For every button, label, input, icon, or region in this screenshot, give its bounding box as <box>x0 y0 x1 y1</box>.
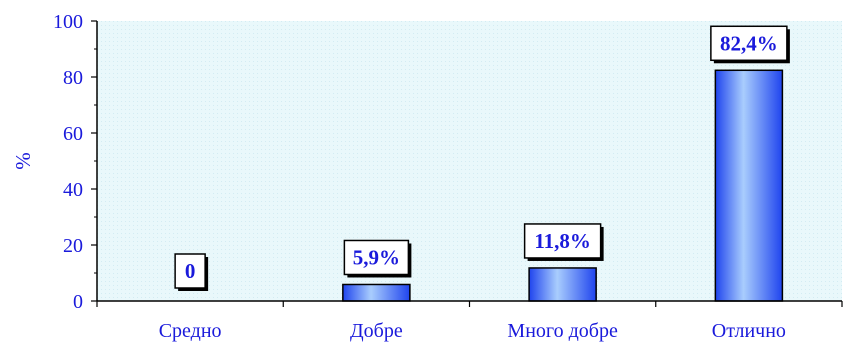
data-label-box <box>523 223 602 259</box>
x-category-label: Много добре <box>507 320 618 342</box>
y-tick-label: 100 <box>53 11 83 33</box>
bar <box>342 283 411 302</box>
y-tick-label: 80 <box>63 67 83 89</box>
x-axis-category-labels: Средно Добре Много добре Отлично <box>159 320 786 342</box>
data-label-text: 11,8% <box>534 229 591 253</box>
y-axis-title: % <box>11 152 35 170</box>
data-label-text: 82,4% <box>720 31 778 55</box>
data-label: 11,8% <box>523 223 604 261</box>
y-axis-ticks <box>91 20 97 302</box>
data-label-box <box>174 253 206 289</box>
bars <box>342 69 784 302</box>
y-tick-label: 0 <box>73 291 83 313</box>
y-tick-label: 20 <box>63 235 83 257</box>
bar <box>528 267 597 302</box>
x-category-label: Средно <box>159 320 222 342</box>
y-axis-tick-labels: 0 20 40 60 80 100 <box>53 11 83 313</box>
bar <box>714 69 784 302</box>
data-label: 5,9% <box>343 239 412 278</box>
x-axis-ticks <box>96 301 843 307</box>
data-labels: 0 5,9% 11,8% 82,4% <box>174 25 790 291</box>
data-label-box <box>710 25 788 62</box>
y-tick-label: 60 <box>63 123 83 145</box>
x-category-label: Добре <box>350 320 403 342</box>
data-label-text: 0 <box>185 259 196 283</box>
data-label: 0 <box>174 253 209 291</box>
data-label: 82,4% <box>710 25 790 64</box>
data-label-box <box>343 239 410 276</box>
data-label-text: 5,9% <box>353 245 400 269</box>
y-tick-label: 40 <box>63 179 83 201</box>
x-category-label: Отлично <box>712 320 786 342</box>
